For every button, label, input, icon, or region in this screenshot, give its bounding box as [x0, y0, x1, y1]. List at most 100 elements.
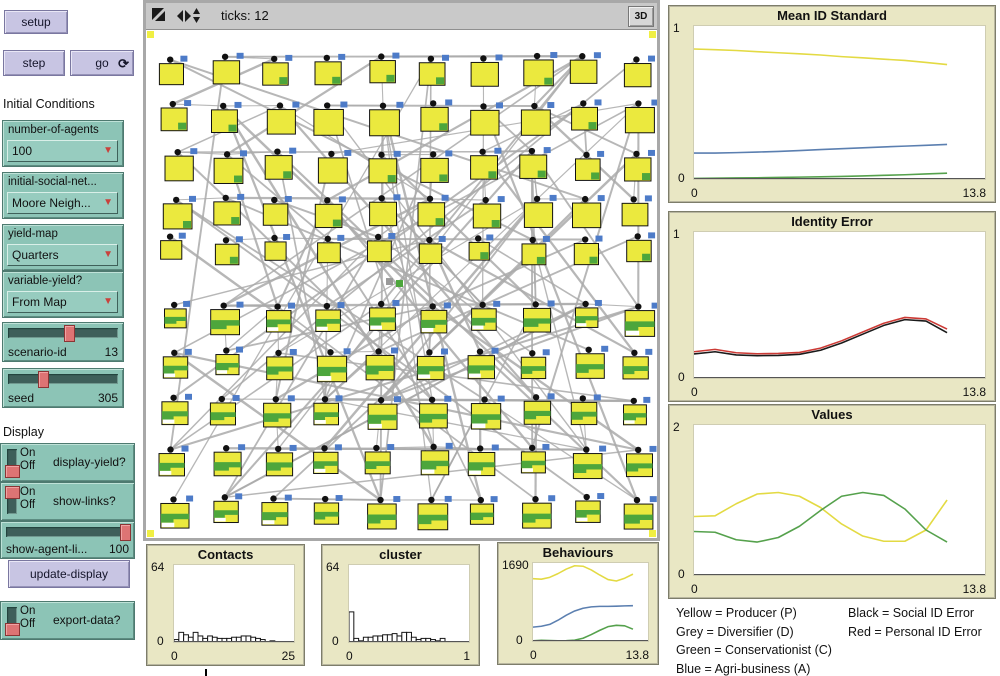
- chooser-dropdown[interactable]: 100 ▼: [7, 140, 118, 162]
- plot-behaviours: Behaviours 1690 0 0 13.8: [497, 542, 659, 665]
- social-link: [225, 55, 583, 58]
- x-max-label: 13.8: [625, 648, 649, 662]
- slider-handle[interactable]: [38, 371, 50, 388]
- series-personal-id-error-red: [694, 316, 948, 355]
- x-min-label: 0: [346, 649, 353, 663]
- vertical-expand-icon[interactable]: [193, 8, 200, 23]
- agent: [470, 147, 502, 180]
- switch-handle[interactable]: [5, 465, 20, 478]
- agent: [210, 301, 244, 336]
- agent: [266, 348, 297, 381]
- social-link: [326, 199, 487, 307]
- histogram-bar: [439, 637, 446, 642]
- agent: [520, 443, 550, 474]
- slider-track[interactable]: [6, 524, 131, 541]
- chooser-dropdown[interactable]: Moore Neigh... ▼: [7, 192, 118, 214]
- agent: [162, 348, 192, 379]
- display-heading: Display: [3, 425, 44, 439]
- agent: [468, 234, 494, 261]
- switch-export-data: On Off export-data?: [0, 601, 135, 640]
- social-link: [172, 103, 224, 107]
- histogram-bar: [183, 634, 189, 642]
- switch-track[interactable]: [5, 449, 20, 478]
- slider-handle[interactable]: [63, 325, 75, 342]
- agent: [158, 445, 189, 477]
- chooser-label: variable-yield?: [8, 275, 83, 287]
- agent: [317, 234, 345, 264]
- slider-label: seed: [8, 391, 35, 405]
- agent: [571, 99, 602, 131]
- agent: [523, 300, 555, 333]
- social-link: [380, 154, 537, 306]
- social-link: [380, 55, 584, 305]
- social-link: [222, 105, 382, 501]
- x-min-label: 0: [691, 582, 698, 596]
- agent: [624, 99, 657, 134]
- switch-handle[interactable]: [5, 486, 20, 499]
- agent: [313, 395, 343, 426]
- agent: [522, 495, 556, 529]
- series-agri-business-blue: [533, 604, 633, 628]
- y-min-label: 0: [678, 171, 685, 185]
- social-link: [533, 105, 635, 201]
- chooser-value: 100: [12, 144, 33, 158]
- agent: [213, 193, 245, 226]
- world-corner-mark: [147, 530, 154, 537]
- chooser-dropdown[interactable]: Quarters ▼: [7, 244, 118, 266]
- x-min-label: 0: [691, 186, 698, 200]
- resize-view-icon[interactable]: [152, 8, 165, 21]
- 3d-view-button[interactable]: 3D: [628, 6, 654, 27]
- x-min-label: 0: [691, 385, 698, 399]
- agent: [469, 496, 498, 525]
- x-min-label: 0: [530, 648, 537, 662]
- agent: [570, 394, 601, 426]
- switch-track[interactable]: [5, 607, 20, 636]
- histogram-bar: [406, 631, 412, 642]
- agent: [572, 445, 607, 480]
- agent: [367, 233, 396, 263]
- agent: [621, 195, 652, 227]
- agent: [520, 349, 550, 380]
- off-label: Off: [20, 618, 36, 630]
- social-link: [226, 153, 329, 240]
- x-min-label: 0: [171, 649, 178, 663]
- plot-title: Behaviours: [542, 545, 614, 560]
- agent: [264, 233, 291, 261]
- world-canvas[interactable]: [146, 30, 657, 538]
- plot-title: Contacts: [197, 547, 254, 562]
- x-max-label: 13.8: [962, 186, 986, 200]
- agent: [575, 299, 602, 328]
- slider-track[interactable]: [8, 371, 118, 388]
- update-display-button[interactable]: update-display: [8, 560, 130, 588]
- agent: [622, 348, 653, 380]
- slider-track[interactable]: [8, 325, 118, 342]
- step-button[interactable]: step: [3, 50, 65, 76]
- agent: [523, 52, 558, 87]
- social-link: [531, 150, 640, 308]
- series-yellow: [694, 48, 948, 66]
- agent: [623, 496, 657, 530]
- histogram-bar: [401, 631, 408, 642]
- switch-label: show-links?: [53, 494, 116, 508]
- chooser-dropdown[interactable]: From Map ▼: [7, 291, 118, 313]
- switch-track[interactable]: [5, 486, 20, 514]
- switch-handle[interactable]: [5, 623, 20, 636]
- ticks-counter: ticks: 12: [221, 8, 269, 23]
- social-link: [170, 305, 639, 451]
- slider-handle[interactable]: [120, 524, 131, 541]
- y-min-label: 0: [332, 634, 339, 648]
- go-button[interactable]: go ⟳: [70, 50, 134, 76]
- histogram-bar: [386, 634, 393, 642]
- world-corner-mark: [147, 31, 154, 38]
- plot-area: [173, 564, 295, 643]
- horizontal-expand-icon[interactable]: [177, 10, 191, 22]
- agent: [467, 347, 499, 380]
- initial-conditions-heading: Initial Conditions: [3, 97, 95, 111]
- chooser-yield-map: yield-map Quarters ▼: [2, 224, 124, 271]
- view-control-icons[interactable]: [152, 8, 200, 24]
- setup-button[interactable]: setup: [4, 10, 68, 34]
- agent: [316, 348, 351, 383]
- world-corner-mark: [649, 31, 656, 38]
- green-marker: [396, 280, 403, 287]
- off-label: Off: [20, 460, 36, 472]
